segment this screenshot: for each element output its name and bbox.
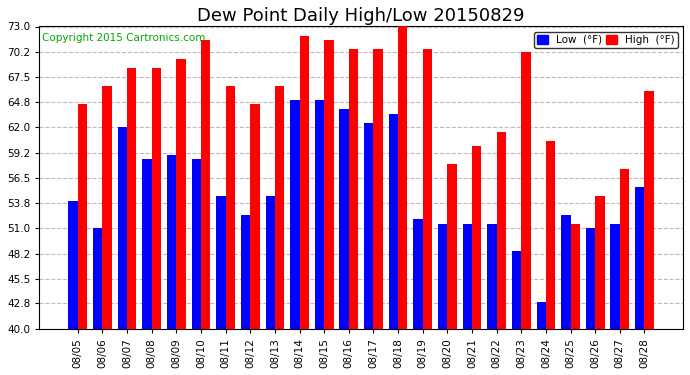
Bar (521, 52, 531, 329)
Bar (118, 128, 127, 329)
Bar (192, 159, 201, 329)
Bar (644, 91, 654, 329)
Bar (398, 27, 408, 329)
Bar (364, 123, 373, 329)
Bar (546, 141, 555, 329)
Bar (216, 196, 226, 329)
Bar (201, 40, 210, 329)
Bar (561, 214, 571, 329)
Bar (611, 224, 620, 329)
Bar (78, 105, 87, 329)
Bar (103, 86, 112, 329)
Bar (497, 132, 506, 329)
Bar (388, 114, 398, 329)
Bar (299, 36, 309, 329)
Legend: Low  (°F), High  (°F): Low (°F), High (°F) (534, 32, 678, 48)
Bar (324, 40, 333, 329)
Bar (241, 214, 250, 329)
Bar (512, 251, 521, 329)
Bar (349, 50, 358, 329)
Bar (93, 228, 103, 329)
Bar (177, 58, 186, 329)
Bar (250, 105, 259, 329)
Bar (167, 155, 177, 329)
Bar (142, 159, 152, 329)
Bar (266, 196, 275, 329)
Bar (635, 187, 644, 329)
Bar (571, 224, 580, 329)
Bar (127, 68, 137, 329)
Bar (315, 100, 324, 329)
Bar (595, 196, 604, 329)
Bar (472, 146, 482, 329)
Bar (586, 228, 595, 329)
Bar (226, 86, 235, 329)
Bar (413, 219, 423, 329)
Bar (275, 86, 284, 329)
Bar (462, 224, 472, 329)
Title: Dew Point Daily High/Low 20150829: Dew Point Daily High/Low 20150829 (197, 7, 525, 25)
Bar (537, 302, 546, 329)
Bar (373, 50, 383, 329)
Bar (447, 164, 457, 329)
Bar (68, 201, 78, 329)
Bar (152, 68, 161, 329)
Bar (423, 50, 432, 329)
Bar (438, 224, 447, 329)
Text: Copyright 2015 Cartronics.com: Copyright 2015 Cartronics.com (43, 33, 206, 42)
Bar (339, 109, 349, 329)
Bar (487, 224, 497, 329)
Bar (290, 100, 299, 329)
Bar (620, 169, 629, 329)
